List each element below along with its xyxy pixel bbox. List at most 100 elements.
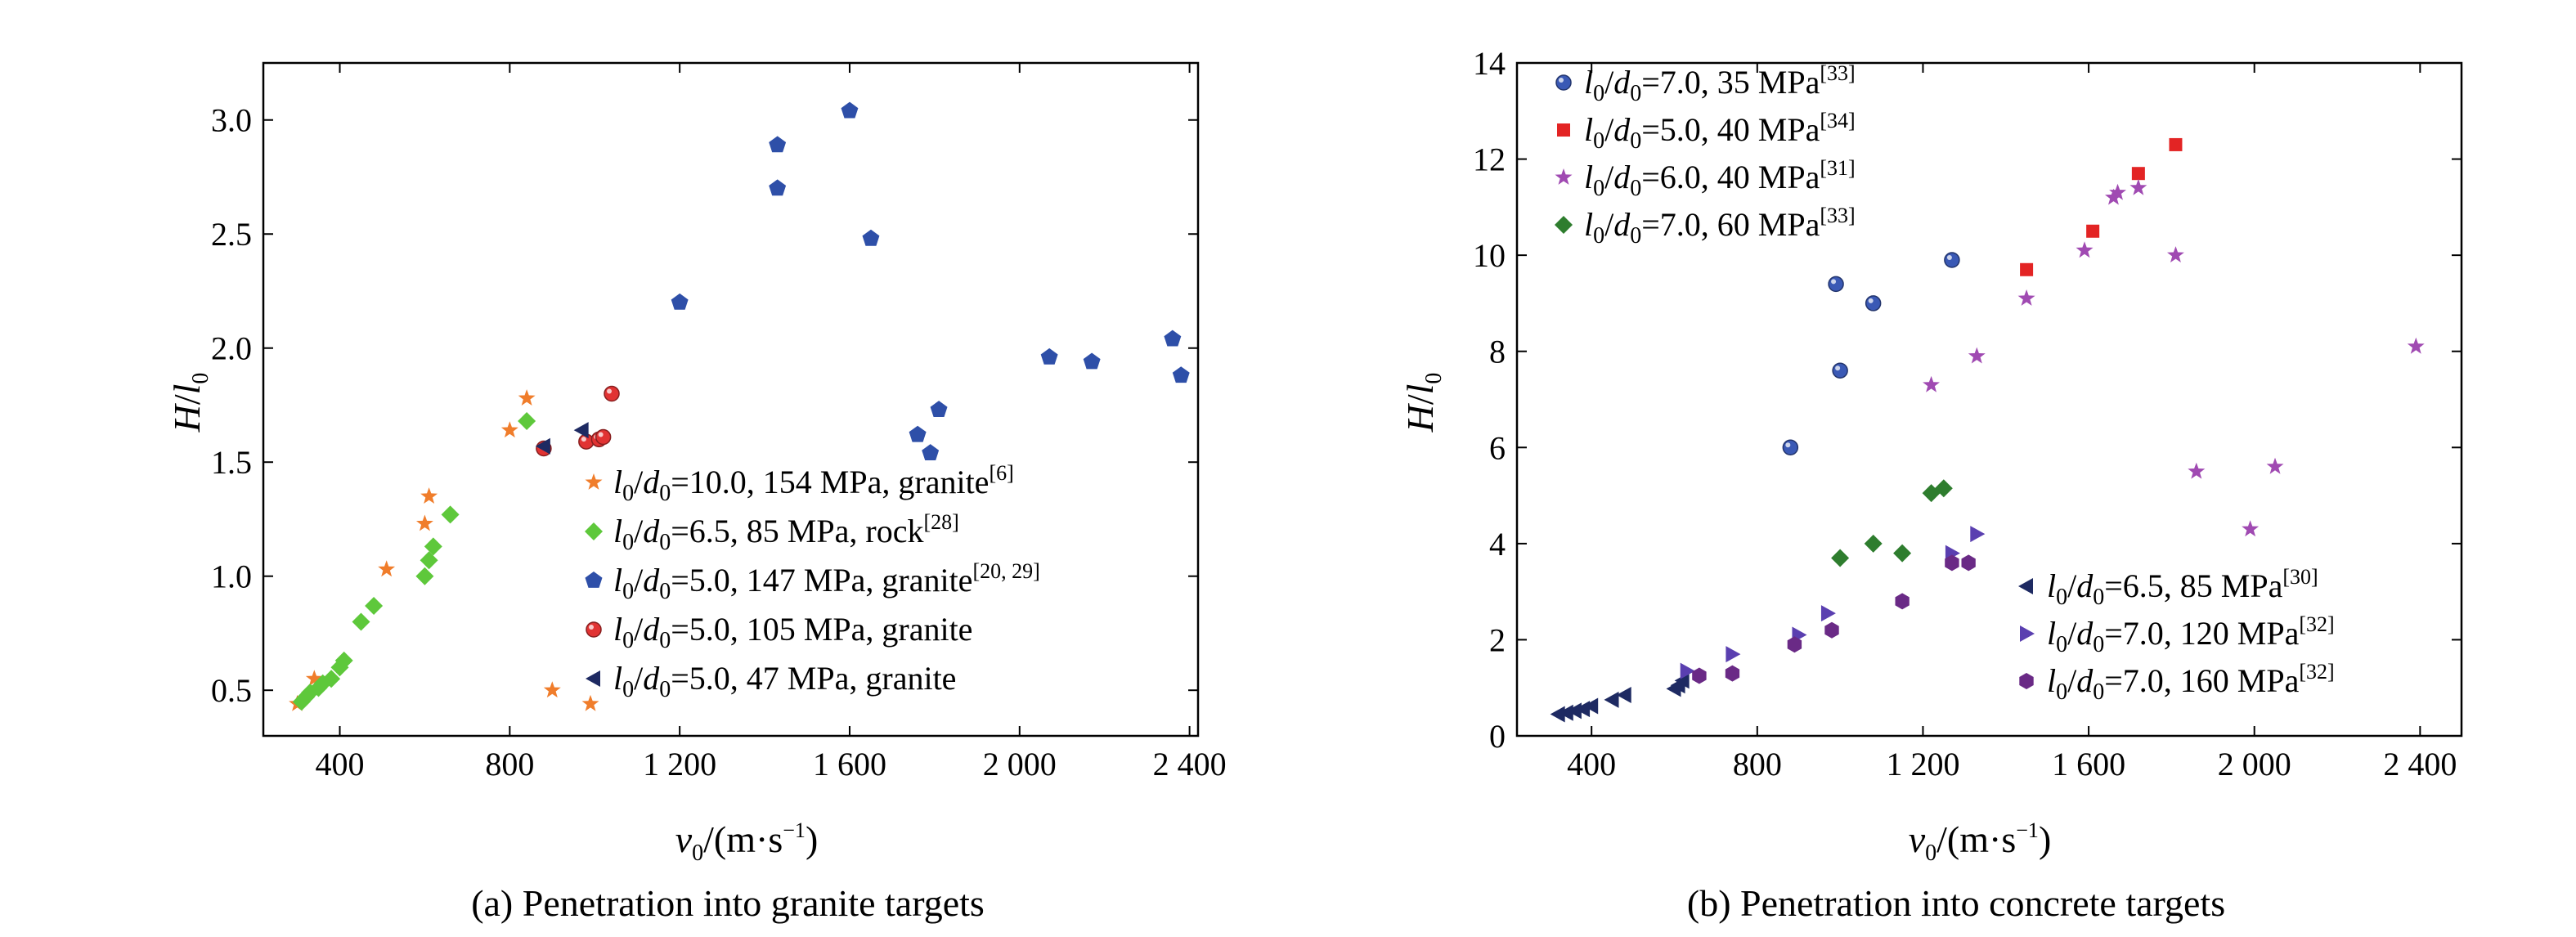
- panel-b-y-axis-label: H/l0: [1399, 373, 1447, 433]
- data-point: [1944, 252, 1960, 268]
- series-2-pentagon: [671, 101, 1190, 460]
- legend-label: l0/d0=6.5, 85 MPa[30]: [2047, 565, 2318, 610]
- data-point: [1674, 672, 1690, 689]
- series-3-diamond: [1831, 479, 1953, 567]
- data-point: [322, 670, 341, 688]
- legend-marker: [586, 621, 602, 638]
- data-point: [922, 444, 940, 460]
- data-point: [604, 385, 620, 402]
- legend-marker: [2020, 625, 2035, 642]
- data-point: [841, 101, 859, 119]
- y-tick-label: 1.5: [211, 444, 252, 481]
- data-point: [365, 597, 384, 615]
- legend-label: l0/d0=10.0, 154 MPa, granite[6]: [613, 461, 1014, 506]
- data-point: [769, 136, 787, 153]
- legend-label: l0/d0=7.0, 35 MPa[33]: [1584, 61, 1856, 106]
- series-1-square: [2020, 137, 2183, 276]
- y-tick-label: 4: [1489, 526, 1506, 563]
- data-point: [1864, 534, 1883, 553]
- data-point: [2167, 246, 2184, 262]
- data-point: [2076, 241, 2094, 258]
- legend-marker: [1555, 74, 1572, 91]
- y-tick-label: 14: [1473, 45, 1506, 82]
- data-point: [1550, 706, 1565, 723]
- legend-entry: l0/d0=5.0, 147 MPa, granite[20, 29]: [585, 559, 1040, 604]
- legend-label: l0/d0=6.0, 40 MPa[31]: [1584, 156, 1856, 201]
- y-tick-label: 12: [1473, 141, 1506, 178]
- data-point: [518, 412, 536, 430]
- legend-label: l0/d0=7.0, 60 MPa[33]: [1584, 204, 1856, 249]
- x-tick-label: 800: [1733, 746, 1782, 782]
- legend-entry: l0/d0=5.0, 47 MPa, granite: [586, 660, 956, 702]
- data-point: [1893, 544, 1912, 563]
- y-tick-label: 2.0: [211, 330, 252, 367]
- series-0-sphere: [1782, 252, 1960, 456]
- data-point: [2086, 224, 2100, 238]
- data-point: [1961, 554, 1976, 572]
- plot-frame: [1515, 61, 2463, 737]
- panel-b-plot-area: 400 800 1 200 1 600 2 000 2 400 0 2 4 6 8 10 12 14: [1473, 45, 2463, 782]
- data-point: [2242, 520, 2260, 537]
- legend-label: l0/d0=5.0, 105 MPa, granite: [613, 611, 972, 653]
- legend-marker: [2018, 578, 2033, 594]
- y-tick-label: 10: [1473, 237, 1506, 274]
- data-point: [573, 422, 589, 439]
- data-point: [1566, 702, 1582, 720]
- data-point: [595, 428, 612, 446]
- y-tick-label: 2.5: [211, 216, 252, 253]
- legend-marker: [585, 572, 603, 588]
- panel-a-caption: (a) Penetration into granite targets: [471, 882, 985, 924]
- data-point: [1968, 347, 1986, 364]
- legend-entry: l0/d0=7.0, 160 MPa[32]: [2019, 660, 2335, 705]
- panel-b-x-axis-label: v0/(m·s−1): [1909, 818, 2052, 866]
- data-point: [1970, 526, 1986, 543]
- data-point: [1583, 697, 1599, 715]
- data-point: [1040, 347, 1058, 365]
- data-point: [2129, 178, 2147, 195]
- data-point: [2188, 462, 2206, 479]
- data-point: [1726, 646, 1741, 663]
- legend-marker: [2019, 673, 2034, 689]
- panel-a-x-axis-label: v0/(m·s−1): [675, 818, 819, 866]
- y-tick-label: 3.0: [211, 102, 252, 139]
- y-tick-label: 0: [1489, 718, 1506, 755]
- legend-label: l0/d0=5.0, 47 MPa, granite: [613, 660, 956, 702]
- legend-label: l0/d0=5.0, 40 MPa[34]: [1584, 109, 1856, 154]
- data-point: [581, 694, 599, 711]
- legend-label: l0/d0=7.0, 120 MPa[32]: [2047, 612, 2335, 657]
- data-point: [334, 651, 353, 670]
- data-point: [1945, 554, 1959, 572]
- legend-entry: l0/d0=10.0, 154 MPa, granite[6]: [585, 461, 1014, 506]
- data-point: [1604, 691, 1619, 708]
- data-point: [1934, 479, 1953, 498]
- data-point: [1831, 549, 1850, 567]
- legend-entry: l0/d0=6.0, 40 MPa[31]: [1555, 156, 1856, 201]
- data-point: [1558, 704, 1573, 721]
- legend-entry: l0/d0=5.0, 40 MPa[34]: [1557, 109, 1856, 154]
- panel-a-legend: l0/d0=10.0, 154 MPa, granite[6]l0/d0=6.5…: [585, 461, 1040, 702]
- data-point: [1787, 636, 1802, 653]
- data-point: [1820, 605, 1836, 622]
- y-tick-label: 0.5: [211, 672, 252, 709]
- data-point: [2131, 167, 2145, 181]
- data-point: [518, 389, 536, 406]
- data-point: [1164, 330, 1182, 347]
- data-point: [1865, 295, 1882, 312]
- data-point: [1824, 621, 1839, 639]
- data-point: [1680, 662, 1695, 679]
- x-tick-label: 2 000: [2218, 746, 2291, 782]
- data-point: [2020, 262, 2034, 276]
- legend-entry: l0/d0=6.5, 85 MPa, rock[28]: [585, 510, 959, 555]
- legend-marker: [1557, 123, 1570, 137]
- panel-b-legend: l0/d0=7.0, 35 MPa[33]l0/d0=5.0, 40 MPa[3…: [1555, 61, 2335, 705]
- data-point: [2017, 289, 2035, 306]
- data-point: [415, 567, 434, 585]
- panel-a-granite: 400 800 1 200 1 600 2 000 2 400 0.5 1.0 1.5 2.0 2.…: [166, 61, 1227, 924]
- legend-label: l0/d0=7.0, 160 MPa[32]: [2047, 660, 2335, 705]
- data-point: [305, 670, 323, 687]
- legend-entry: l0/d0=5.0, 105 MPa, granite: [586, 611, 972, 653]
- legend-marker: [585, 522, 603, 540]
- plot-frame: [262, 61, 1200, 737]
